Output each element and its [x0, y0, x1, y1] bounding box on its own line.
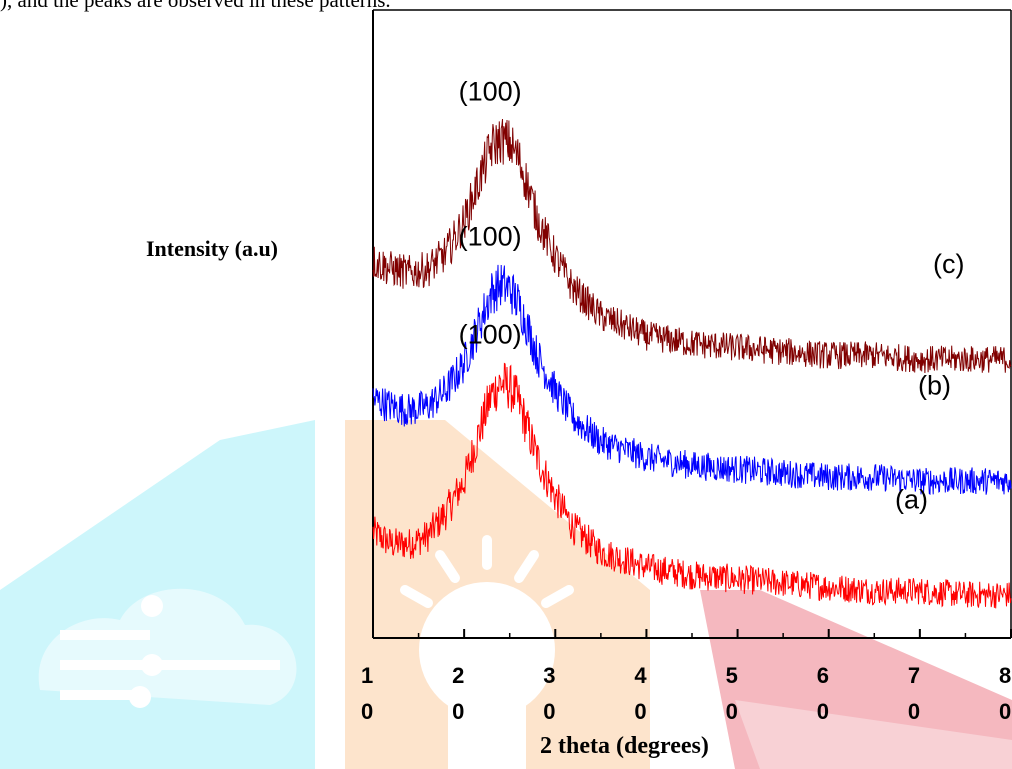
series-line-1: [372, 264, 1012, 496]
x-tick-label-top: 8: [999, 663, 1011, 688]
book-icon: [700, 590, 1012, 769]
x-tick-label-top: 4: [634, 663, 647, 688]
series-line-2: [372, 118, 1012, 374]
peak-label: (100): [459, 76, 522, 106]
series-name-label: (c): [933, 249, 964, 279]
x-tick-label-top: 2: [452, 663, 464, 688]
x-ticks: 1 0 2 0 3 0 4 0 5 0 6 0 7 0 8 0: [361, 629, 1012, 724]
y-axis-label: Intensity (a.u): [146, 236, 279, 261]
x-tick-label-top: 7: [908, 663, 920, 688]
x-axis-label: 2 theta (degrees): [540, 733, 709, 759]
series-labels: (100) (a) (100) (b) (100) (c): [459, 76, 965, 514]
series-name-label: (a): [895, 484, 928, 514]
peak-label: (100): [459, 320, 522, 350]
x-tick-label-top: 3: [543, 663, 555, 688]
cloud-circuit-icon: [0, 420, 315, 769]
x-tick-label-bottom: 0: [908, 699, 920, 724]
series-name-label: (b): [918, 371, 951, 401]
x-tick-label-top: 1: [361, 663, 373, 688]
caption-fragment: ), and the peaks are observed in these p…: [0, 0, 391, 12]
x-tick-label-bottom: 0: [361, 699, 373, 724]
x-tick-label-bottom: 0: [817, 699, 829, 724]
x-tick-label-bottom: 0: [634, 699, 646, 724]
series-line-0: [372, 362, 1012, 609]
x-tick-label-bottom: 0: [543, 699, 555, 724]
x-tick-label-bottom: 0: [726, 699, 738, 724]
peak-label: (100): [459, 222, 522, 252]
lightbulb-icon: [345, 420, 650, 769]
x-tick-label-bottom: 0: [452, 699, 464, 724]
x-tick-label-bottom: 0: [999, 699, 1011, 724]
series-group: [372, 118, 1012, 609]
x-tick-label-top: 5: [726, 663, 738, 688]
x-tick-label-top: 6: [817, 663, 829, 688]
